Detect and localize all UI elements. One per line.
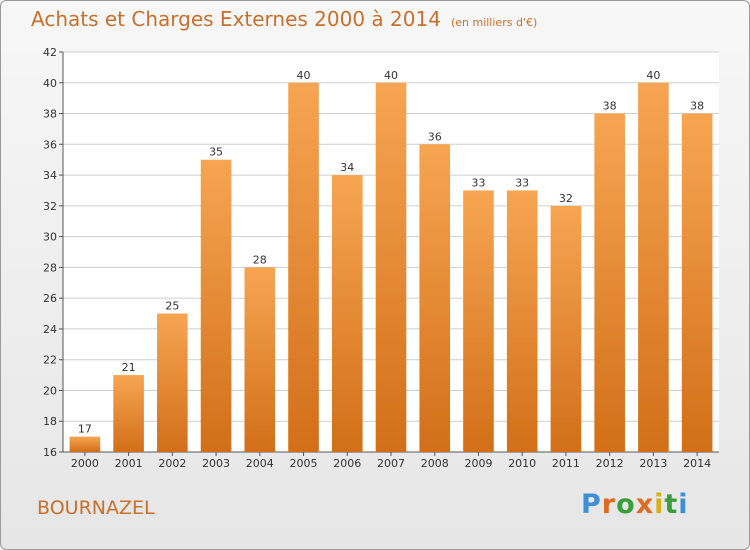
data-label-2002: 25 <box>165 300 179 313</box>
data-label-2013: 40 <box>646 69 660 82</box>
bar-2008 <box>419 144 451 453</box>
proxiti-logo-letter: i <box>654 489 665 520</box>
y-tick-label: 22 <box>43 354 57 367</box>
proxiti-logo-letter: x <box>635 489 655 520</box>
chart-unit-label: (en milliers d'€) <box>450 16 538 29</box>
proxiti-logo-letter: t <box>664 489 679 520</box>
data-label-2010: 33 <box>515 176 529 189</box>
x-tick-label-2002: 2002 <box>158 457 186 470</box>
y-tick-label: 24 <box>43 323 57 336</box>
data-label-2009: 33 <box>471 176 485 189</box>
proxiti-logo-letter: P <box>581 489 602 520</box>
bar-2003 <box>200 159 232 452</box>
data-label-2008: 36 <box>428 130 442 143</box>
data-label-2000: 17 <box>78 423 92 436</box>
bar-2014 <box>681 113 713 453</box>
chart-title-text: Achats et Charges Externes 2000 à 2014 <box>31 7 441 31</box>
x-tick-label-2001: 2001 <box>115 457 143 470</box>
data-label-2007: 40 <box>384 69 398 82</box>
x-tick-label-2000: 2000 <box>71 457 99 470</box>
x-tick-label-2011: 2011 <box>552 457 580 470</box>
data-label-2006: 34 <box>340 161 354 174</box>
x-tick-label-2012: 2012 <box>596 457 624 470</box>
y-tick-label: 36 <box>43 138 57 151</box>
proxiti-logo-letter: r <box>601 489 617 520</box>
bar-2006 <box>331 175 363 453</box>
x-tick-label-2009: 2009 <box>464 457 492 470</box>
commune-name: BOURNAZEL <box>37 497 155 519</box>
bar-2011 <box>550 205 582 452</box>
bar-2000 <box>69 436 101 452</box>
chart-title: Achats et Charges Externes 2000 à 2014 (e… <box>31 7 537 31</box>
x-tick-label-2007: 2007 <box>377 457 405 470</box>
data-label-2012: 38 <box>603 100 617 113</box>
x-tick-label-2003: 2003 <box>202 457 230 470</box>
x-tick-label-2006: 2006 <box>333 457 361 470</box>
y-tick-label: 42 <box>43 46 57 59</box>
data-label-2005: 40 <box>297 69 311 82</box>
y-tick-label: 34 <box>43 169 57 182</box>
y-tick-label: 32 <box>43 200 57 213</box>
bar-2005 <box>288 82 319 453</box>
y-tick-label: 26 <box>43 292 57 305</box>
proxiti-logo: Proxiti <box>581 489 689 520</box>
x-tick-label-2013: 2013 <box>639 457 667 470</box>
bar-2013 <box>638 82 669 453</box>
bar-2002 <box>157 313 188 452</box>
bar-2001 <box>113 375 144 452</box>
y-tick-label: 18 <box>43 415 57 428</box>
data-label-2011: 32 <box>559 192 573 205</box>
x-tick-label-2004: 2004 <box>246 457 274 470</box>
y-tick-label: 38 <box>43 108 57 121</box>
data-label-2001: 21 <box>122 361 136 374</box>
x-tick-label-2010: 2010 <box>508 457 536 470</box>
bar-2012 <box>594 113 625 453</box>
x-tick-label-2005: 2005 <box>290 457 318 470</box>
data-label-2014: 38 <box>690 100 704 113</box>
bar-2004 <box>244 267 276 452</box>
y-tick-label: 30 <box>43 231 57 244</box>
data-label-2004: 28 <box>253 253 267 266</box>
bar-2009 <box>463 190 494 452</box>
bar-2007 <box>375 82 407 453</box>
bar-2010 <box>506 190 538 452</box>
data-label-2003: 35 <box>209 146 223 159</box>
proxiti-logo-letter: o <box>616 489 636 520</box>
proxiti-logo-letter: i <box>678 489 689 520</box>
x-tick-label-2014: 2014 <box>683 457 711 470</box>
y-tick-label: 20 <box>43 384 57 397</box>
y-tick-label: 28 <box>43 261 57 274</box>
x-tick-label-2008: 2008 <box>421 457 449 470</box>
y-tick-label: 40 <box>43 77 57 90</box>
y-tick-label: 16 <box>43 446 57 459</box>
